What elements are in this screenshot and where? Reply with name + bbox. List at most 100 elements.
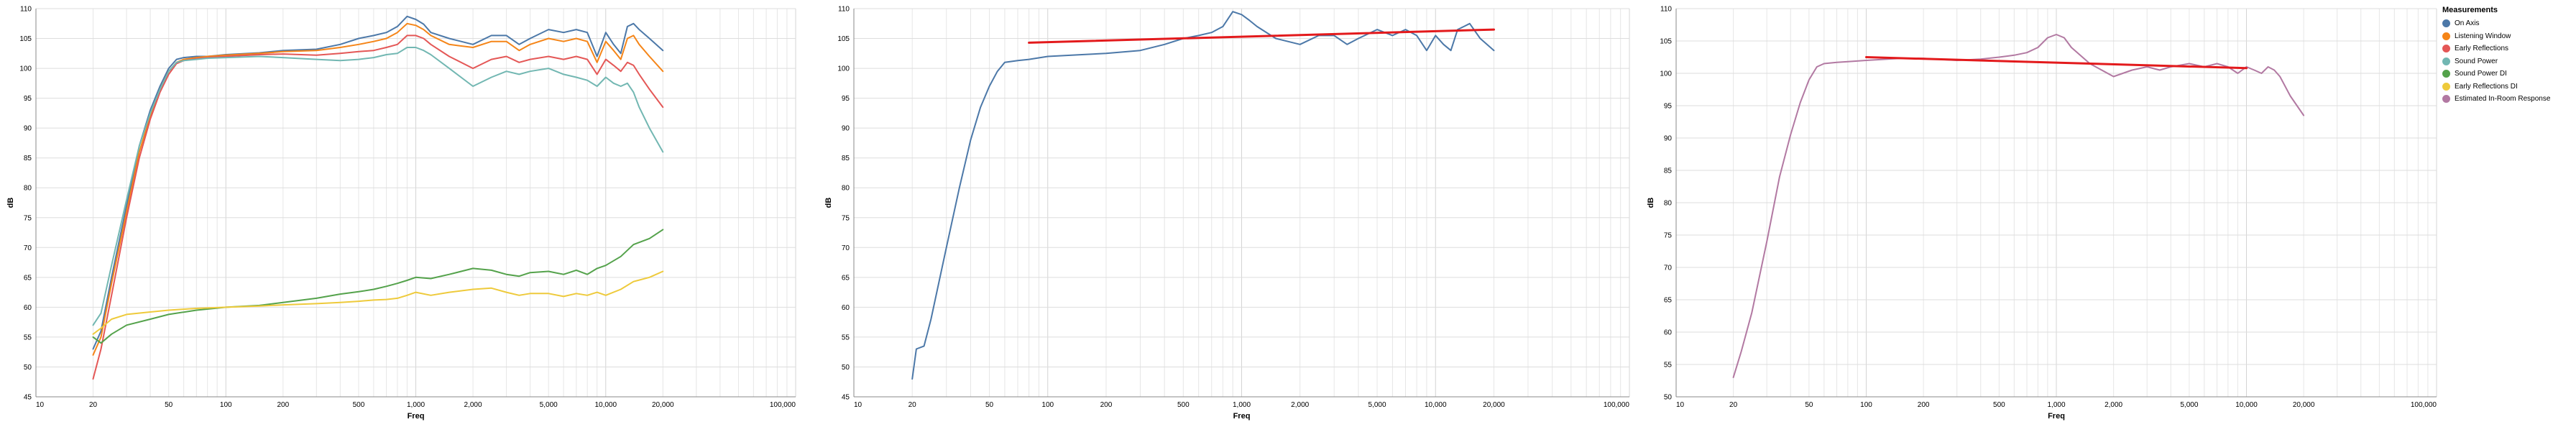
y-tick-label: 100	[837, 65, 850, 73]
y-tick-label: 50	[842, 364, 850, 372]
series-line	[92, 47, 664, 326]
y-tick-label: 45	[24, 394, 32, 402]
x-tick-label: 100	[220, 401, 232, 409]
legend-swatch-icon	[2442, 32, 2450, 40]
y-tick-label: 95	[842, 95, 850, 103]
x-tick-label: 5,000	[2180, 401, 2198, 409]
legend-item: Early Reflections	[2442, 42, 2550, 55]
y-tick-label: 45	[842, 394, 850, 402]
legend-item: Sound Power	[2442, 55, 2550, 68]
y-tick-label: 55	[1664, 362, 1673, 369]
y-tick-label: 75	[24, 214, 32, 222]
trend-line	[1865, 56, 2248, 70]
x-tick-label: 20	[908, 401, 917, 409]
x-tick-label: 10,000	[1425, 401, 1447, 409]
y-tick-label: 110	[838, 6, 850, 14]
x-tick-label: 20,000	[652, 401, 674, 409]
x-tick-label: 2,000	[1291, 401, 1309, 409]
legend: Measurements On Axis Listening Window Ea…	[2442, 6, 2550, 106]
legend-swatch-icon	[2442, 45, 2450, 53]
legend-item-label: On Axis	[2455, 19, 2480, 28]
x-tick-label: 20,000	[2293, 401, 2315, 409]
x-tick-label: 2,000	[2104, 401, 2122, 409]
y-tick-label: 80	[842, 185, 850, 193]
legend-swatch-icon	[2442, 82, 2450, 91]
x-tick-label: 10,000	[594, 401, 617, 409]
y-tick-label: 50	[24, 364, 32, 372]
x-axis-title: Freq	[1233, 412, 1251, 421]
y-tick-label: 55	[842, 334, 850, 341]
x-tick-label: 20	[1729, 401, 1738, 409]
y-tick-label: 65	[842, 274, 850, 282]
y-tick-label: 110	[20, 6, 32, 14]
series-line	[1732, 34, 2305, 378]
legend-swatch-icon	[2442, 95, 2450, 104]
y-tick-label: 90	[24, 125, 32, 133]
y-tick-label: 85	[842, 155, 850, 162]
legend-item: On Axis	[2442, 17, 2550, 30]
x-tick-label: 100	[1860, 401, 1872, 409]
y-tick-label: 105	[1660, 38, 1672, 46]
y-tick-label: 85	[1664, 167, 1673, 175]
y-tick-label: 85	[24, 155, 32, 162]
series-line	[92, 35, 664, 380]
legend-item-label: Sound Power	[2455, 57, 2498, 65]
y-tick-label: 95	[1664, 103, 1673, 111]
y-tick-label: 105	[837, 35, 850, 43]
x-tick-label: 100,000	[770, 401, 796, 409]
legend-swatch-icon	[2442, 19, 2450, 28]
legend-item: Estimated In-Room Response	[2442, 93, 2550, 106]
y-tick-label: 80	[1664, 200, 1673, 208]
x-tick-label: 1,000	[407, 401, 425, 409]
y-tick-label: 55	[24, 334, 32, 341]
x-tick-label: 50	[1805, 401, 1813, 409]
y-tick-label: 60	[842, 304, 850, 312]
x-tick-label: 5,000	[540, 401, 558, 409]
x-tick-label: 1,000	[2047, 401, 2065, 409]
x-tick-label: 200	[1918, 401, 1930, 409]
x-axis-title: Freq	[2048, 412, 2065, 421]
x-tick-label: 100	[1041, 401, 1054, 409]
y-tick-label: 75	[842, 214, 850, 222]
trend-line	[1028, 28, 1495, 44]
x-tick-label: 500	[1993, 401, 2005, 409]
series-line	[92, 15, 664, 350]
legend-title: Measurements	[2442, 6, 2498, 14]
y-tick-label: 65	[1664, 297, 1673, 305]
y-tick-label: 65	[24, 274, 32, 282]
y-tick-label: 60	[24, 304, 32, 312]
legend-item: Listening Window	[2442, 30, 2550, 43]
y-tick-label: 90	[1664, 135, 1673, 143]
legend-item-label: Early Reflections DI	[2455, 82, 2518, 91]
legend-item-label: Listening Window	[2455, 32, 2511, 40]
x-tick-label: 200	[1100, 401, 1113, 409]
y-axis-title: dB	[824, 198, 833, 208]
y-tick-label: 100	[1660, 70, 1672, 78]
series-line	[92, 270, 664, 335]
series-line	[92, 229, 664, 344]
y-tick-label: 80	[24, 185, 32, 193]
x-tick-label: 10	[854, 401, 862, 409]
x-tick-label: 100,000	[2411, 401, 2437, 409]
x-tick-label: 50	[165, 401, 173, 409]
y-tick-label: 70	[1664, 265, 1673, 272]
x-tick-label: 1,000	[1233, 401, 1251, 409]
y-axis-title: dB	[1647, 198, 1655, 208]
x-tick-label: 100,000	[1604, 401, 1630, 409]
x-tick-label: 10	[1676, 401, 1685, 409]
legend-item-label: Sound Power DI	[2455, 70, 2507, 78]
x-tick-label: 10	[36, 401, 45, 409]
x-tick-label: 20	[89, 401, 98, 409]
y-tick-label: 75	[1664, 232, 1673, 240]
x-tick-label: 5,000	[1368, 401, 1386, 409]
y-tick-label: 70	[842, 244, 850, 252]
y-tick-label: 95	[24, 95, 32, 103]
series-line	[911, 11, 1495, 380]
x-tick-label: 50	[985, 401, 994, 409]
y-tick-label: 60	[1664, 329, 1673, 337]
series-line	[92, 22, 664, 356]
legend-item-label: Estimated In-Room Response	[2455, 95, 2551, 104]
y-tick-label: 105	[19, 35, 32, 43]
